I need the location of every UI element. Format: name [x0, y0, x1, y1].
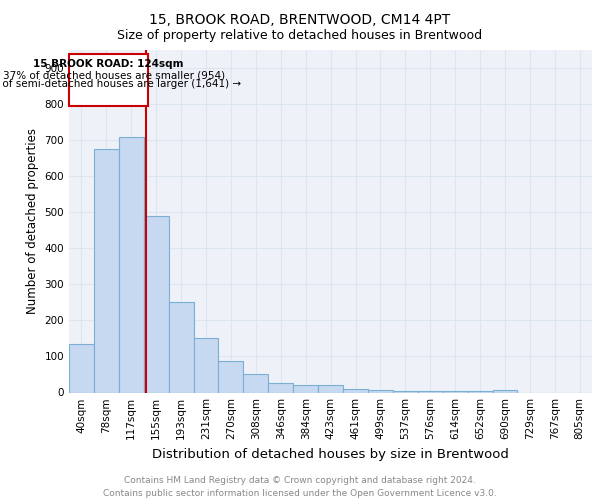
Text: 15 BROOK ROAD: 124sqm: 15 BROOK ROAD: 124sqm — [33, 58, 184, 68]
Y-axis label: Number of detached properties: Number of detached properties — [26, 128, 39, 314]
Bar — [343, 389, 368, 392]
Text: Size of property relative to detached houses in Brentwood: Size of property relative to detached ho… — [118, 29, 482, 42]
Bar — [94, 149, 119, 392]
Bar — [119, 136, 144, 392]
Bar — [368, 390, 393, 392]
X-axis label: Distribution of detached houses by size in Brentwood: Distribution of detached houses by size … — [152, 448, 509, 461]
Bar — [293, 386, 318, 392]
Bar — [218, 361, 244, 392]
Bar — [418, 391, 443, 392]
Bar — [169, 302, 194, 392]
Bar — [194, 338, 218, 392]
Text: ← 37% of detached houses are smaller (954): ← 37% of detached houses are smaller (95… — [0, 71, 226, 81]
Bar — [244, 374, 268, 392]
Bar — [393, 390, 418, 392]
Text: 63% of semi-detached houses are larger (1,641) →: 63% of semi-detached houses are larger (… — [0, 79, 241, 89]
Bar — [69, 54, 148, 106]
Bar — [144, 216, 169, 392]
Bar — [493, 390, 517, 392]
Bar — [268, 384, 293, 392]
Text: Contains HM Land Registry data © Crown copyright and database right 2024.
Contai: Contains HM Land Registry data © Crown c… — [103, 476, 497, 498]
Bar — [318, 386, 343, 392]
Text: 15, BROOK ROAD, BRENTWOOD, CM14 4PT: 15, BROOK ROAD, BRENTWOOD, CM14 4PT — [149, 12, 451, 26]
Bar — [69, 344, 94, 393]
